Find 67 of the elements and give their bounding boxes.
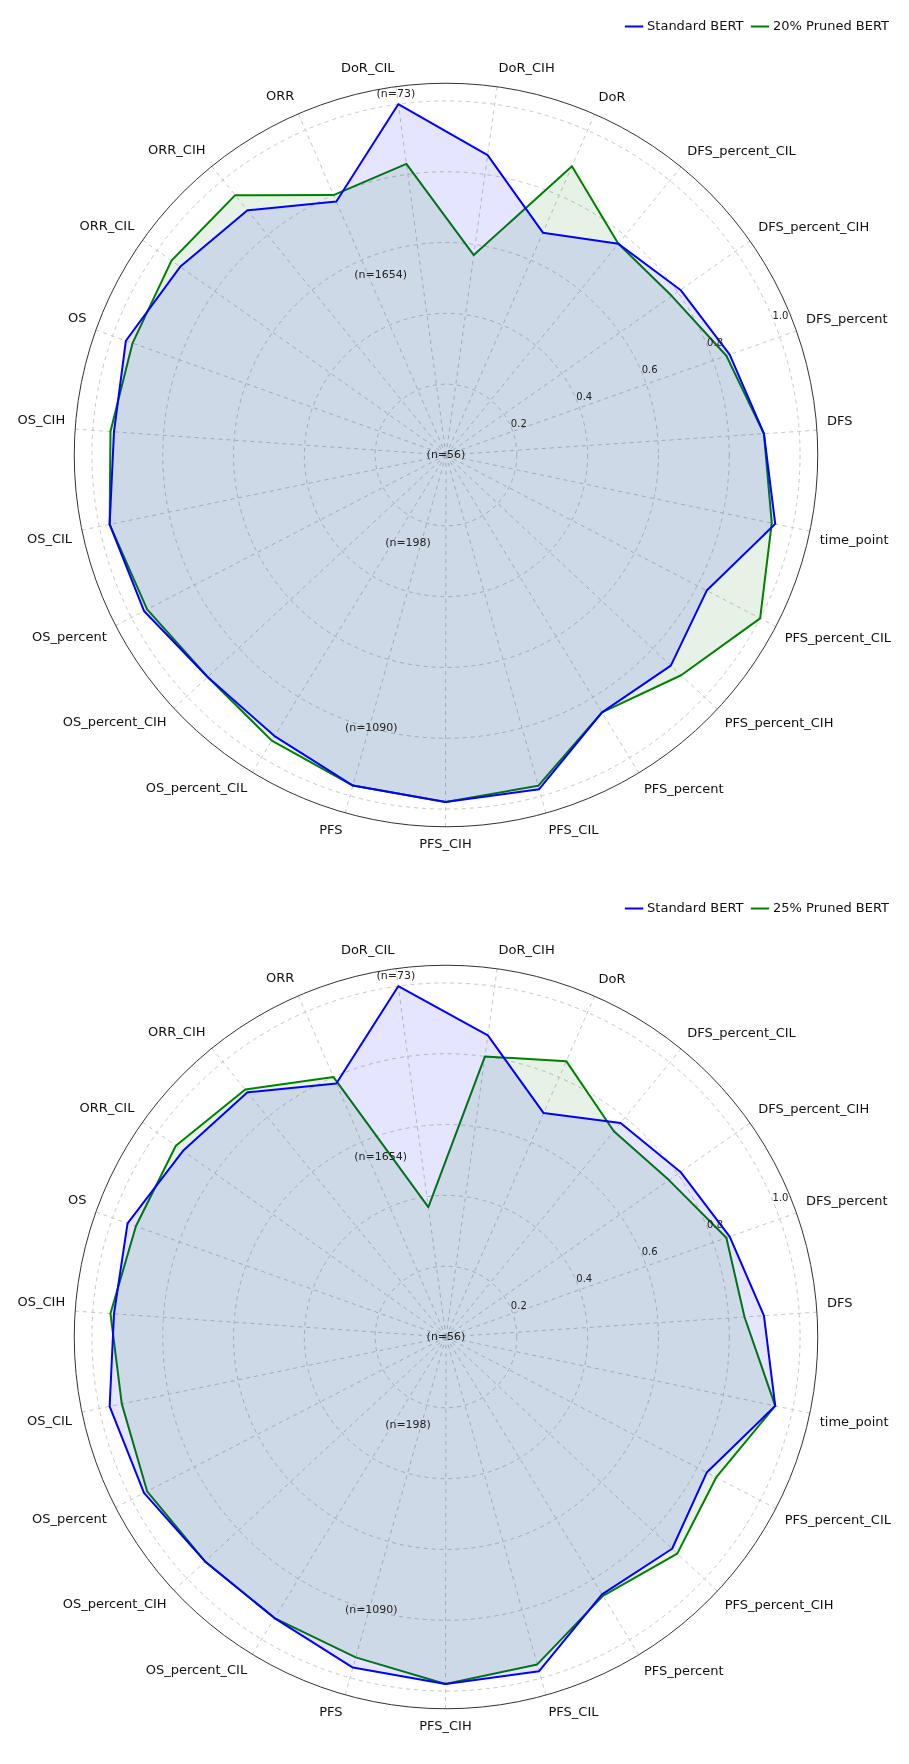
- text: (n=73): [376, 968, 416, 982]
- spoke-label: ORR_CIL: [79, 1099, 136, 1115]
- spoke-label: DoR_CIL: [340, 60, 396, 76]
- spoke-label: ORR: [266, 970, 295, 986]
- spoke-label: PFS_percent_CIL: [784, 630, 892, 646]
- spoke-label: DFS_percent_CIH: [758, 1100, 870, 1116]
- text: (n=1654): [354, 268, 407, 282]
- spoke-label: DoR: [598, 88, 626, 104]
- text: (n=198): [385, 535, 431, 549]
- spoke-label: ORR_CIL: [79, 217, 136, 233]
- spoke-label: PFS_CIH: [419, 835, 472, 851]
- spoke-label: DFS: [826, 1295, 853, 1311]
- legend-label: 20% Pruned BERT: [773, 17, 890, 33]
- legend-label: Standard BERT: [647, 899, 744, 915]
- spoke-label: PFS_percent_CIL: [784, 1512, 892, 1528]
- spoke-label: OS_percent: [32, 1511, 107, 1527]
- spoke-label: OS: [67, 1192, 87, 1208]
- legend-label: Standard BERT: [647, 17, 744, 33]
- y-tick-label: 0.4: [576, 391, 593, 403]
- spoke-label: PFS_percent_CIH: [724, 1597, 834, 1613]
- spoke-label: PFS_percent: [643, 1662, 724, 1678]
- spoke-label: DoR_CIL: [340, 942, 396, 958]
- spoke-label: PFS_CIL: [548, 821, 600, 837]
- spoke-label: OS_percent: [32, 629, 107, 645]
- spoke-label: OS_percent_CIH: [62, 1596, 167, 1612]
- text: (n=1090): [344, 1603, 398, 1617]
- y-tick-label: 0.4: [576, 1273, 593, 1285]
- spoke-label: DFS_percent: [805, 1193, 888, 1209]
- legend-label: 25% Pruned BERT: [773, 899, 890, 915]
- text: (n=198): [385, 1417, 431, 1431]
- spoke-label: OS_CIL: [26, 531, 73, 547]
- spoke-label: OS_CIL: [26, 1413, 73, 1429]
- spoke-label: OS_percent_CIL: [145, 1662, 248, 1678]
- y-tick-label: 0.2: [510, 1300, 527, 1312]
- spoke-label: PFS_CIL: [548, 1703, 600, 1719]
- text: (n=56): [426, 1329, 466, 1343]
- spoke-label: PFS_percent_CIH: [724, 715, 834, 731]
- spoke-label: OS_percent_CIH: [62, 714, 167, 730]
- spoke-label: ORR: [266, 88, 295, 104]
- spoke-label: DFS_percent_CIL: [687, 142, 797, 158]
- spoke-label: DFS_percent_CIL: [687, 1024, 797, 1040]
- y-tick-label: 0.6: [641, 364, 658, 376]
- y-tick-label: 1.0: [772, 310, 789, 322]
- spoke-label: DFS_percent_CIH: [758, 218, 870, 234]
- spoke-label: PFS_CIH: [419, 1717, 472, 1733]
- text: (n=56): [426, 447, 466, 461]
- spoke-label: time_point: [819, 1414, 889, 1430]
- spoke-label: DoR_CIH: [498, 60, 555, 76]
- spoke-label: PFS_percent: [643, 780, 724, 796]
- y-tick-label: 0.6: [641, 1246, 658, 1258]
- spoke-label: DFS_percent: [805, 311, 888, 327]
- spoke-label: OS_percent_CIL: [145, 780, 248, 796]
- spoke-label: DFS: [826, 413, 853, 429]
- spoke-label: time_point: [819, 532, 889, 548]
- spoke-label: OS: [67, 310, 87, 326]
- spoke-label: DoR_CIH: [498, 942, 555, 958]
- spoke-label: DoR: [598, 970, 626, 986]
- spoke-label: PFS: [319, 821, 343, 837]
- spoke-label: PFS: [319, 1703, 343, 1719]
- text: (n=1090): [344, 721, 398, 735]
- y-tick-label: 0.2: [510, 418, 527, 430]
- spoke-label: ORR_CIH: [148, 1024, 206, 1040]
- y-tick-label: 1.0: [772, 1192, 789, 1204]
- spoke-label: OS_CIH: [17, 411, 66, 427]
- text: (n=73): [376, 86, 416, 100]
- spoke-label: ORR_CIH: [148, 142, 206, 158]
- spoke-label: OS_CIH: [17, 1293, 66, 1309]
